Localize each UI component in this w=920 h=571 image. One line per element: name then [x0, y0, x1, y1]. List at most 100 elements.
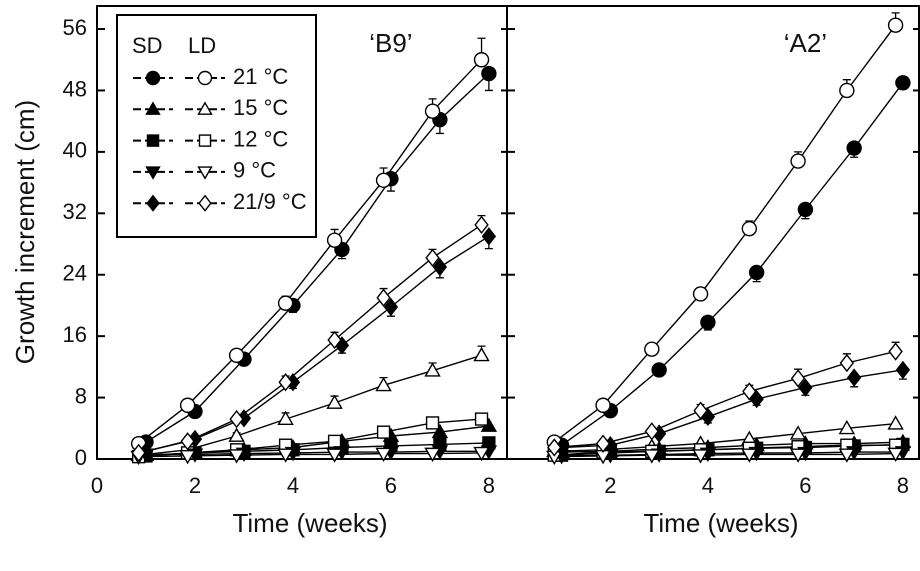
- legend-header: SD: [132, 33, 163, 58]
- marker: [424, 103, 441, 119]
- legend-marker: [197, 70, 213, 86]
- marker: [425, 416, 440, 430]
- x-tick-label: 0: [91, 473, 103, 498]
- marker: [700, 314, 716, 331]
- marker: [790, 153, 806, 169]
- marker: [481, 65, 497, 82]
- legend-marker: [145, 166, 161, 180]
- legend-marker: [146, 134, 160, 147]
- series-line: [561, 369, 904, 449]
- legend-marker: [198, 194, 212, 212]
- x-tick-label: 4: [702, 473, 714, 498]
- marker: [838, 448, 856, 463]
- y-tick-label: 48: [63, 76, 87, 101]
- y-axis-label: Growth increment (cm): [10, 100, 40, 364]
- legend-marker: [145, 70, 161, 86]
- legend-label: 12 °C: [233, 126, 288, 151]
- legend-label: 9 °C: [233, 158, 276, 183]
- x-tick-label: 8: [483, 473, 495, 498]
- marker: [474, 412, 489, 426]
- marker: [644, 341, 660, 357]
- marker: [839, 353, 855, 373]
- marker: [741, 448, 758, 463]
- marker: [481, 227, 497, 246]
- marker: [846, 140, 862, 156]
- marker: [547, 438, 562, 457]
- marker: [277, 295, 294, 311]
- marker: [228, 427, 245, 442]
- marker: [790, 369, 806, 388]
- marker: [179, 397, 196, 413]
- marker: [474, 215, 489, 235]
- y-tick-label: 56: [63, 15, 87, 40]
- marker: [383, 297, 399, 317]
- legend-label: 21/9 °C: [233, 189, 307, 214]
- marker: [228, 347, 245, 364]
- marker: [376, 425, 391, 439]
- x-tick-label: 6: [799, 473, 811, 498]
- legend-label: 15 °C: [233, 95, 288, 120]
- series-line: [561, 82, 904, 446]
- series-line: [553, 24, 897, 443]
- marker: [375, 376, 392, 392]
- marker: [278, 373, 293, 392]
- marker: [789, 448, 807, 463]
- marker: [180, 432, 195, 451]
- x-axis-label: Time (weeks): [643, 508, 798, 538]
- legend-header: LD: [188, 33, 216, 58]
- plot-frame: [506, 5, 920, 460]
- marker: [693, 401, 708, 420]
- marker: [838, 419, 856, 435]
- marker: [895, 360, 911, 380]
- marker: [846, 368, 862, 387]
- marker: [643, 449, 661, 464]
- series-line: [145, 73, 490, 443]
- x-tick-label: 8: [897, 473, 909, 498]
- legend-label: 21 °C: [233, 64, 288, 89]
- y-tick-label: 32: [63, 199, 87, 224]
- marker: [887, 17, 904, 33]
- y-tick-label: 24: [63, 261, 87, 286]
- marker: [327, 434, 342, 448]
- marker: [376, 288, 391, 307]
- marker: [887, 447, 904, 463]
- x-axis-label: Time (weeks): [232, 508, 387, 538]
- marker: [131, 443, 146, 463]
- marker: [277, 448, 294, 463]
- series-line: [145, 442, 489, 457]
- marker: [797, 201, 814, 218]
- marker: [431, 423, 449, 439]
- marker: [375, 447, 392, 463]
- marker: [473, 446, 490, 462]
- marker: [326, 394, 343, 409]
- marker: [789, 425, 807, 440]
- marker: [473, 52, 490, 68]
- marker: [742, 382, 757, 401]
- legend-marker: [197, 101, 213, 115]
- legend-marker: [145, 101, 161, 115]
- marker: [424, 362, 441, 377]
- marker: [326, 232, 343, 248]
- marker: [424, 447, 441, 463]
- panel-label: ‘B9’: [369, 28, 412, 58]
- marker: [229, 409, 244, 429]
- marker: [692, 286, 709, 302]
- legend-marker: [146, 194, 160, 212]
- panel-label: ‘A2’: [784, 28, 827, 58]
- legend-marker: [198, 134, 212, 147]
- x-tick-label: 6: [385, 473, 397, 498]
- marker: [327, 330, 342, 350]
- marker: [375, 172, 392, 188]
- marker: [798, 378, 813, 397]
- marker: [741, 220, 758, 237]
- legend-marker: [197, 166, 213, 180]
- marker: [644, 422, 659, 441]
- marker: [277, 410, 294, 426]
- marker: [179, 449, 196, 465]
- marker: [326, 448, 343, 463]
- x-tick-label: 4: [287, 473, 299, 498]
- y-tick-label: 16: [63, 322, 87, 347]
- marker: [692, 449, 709, 464]
